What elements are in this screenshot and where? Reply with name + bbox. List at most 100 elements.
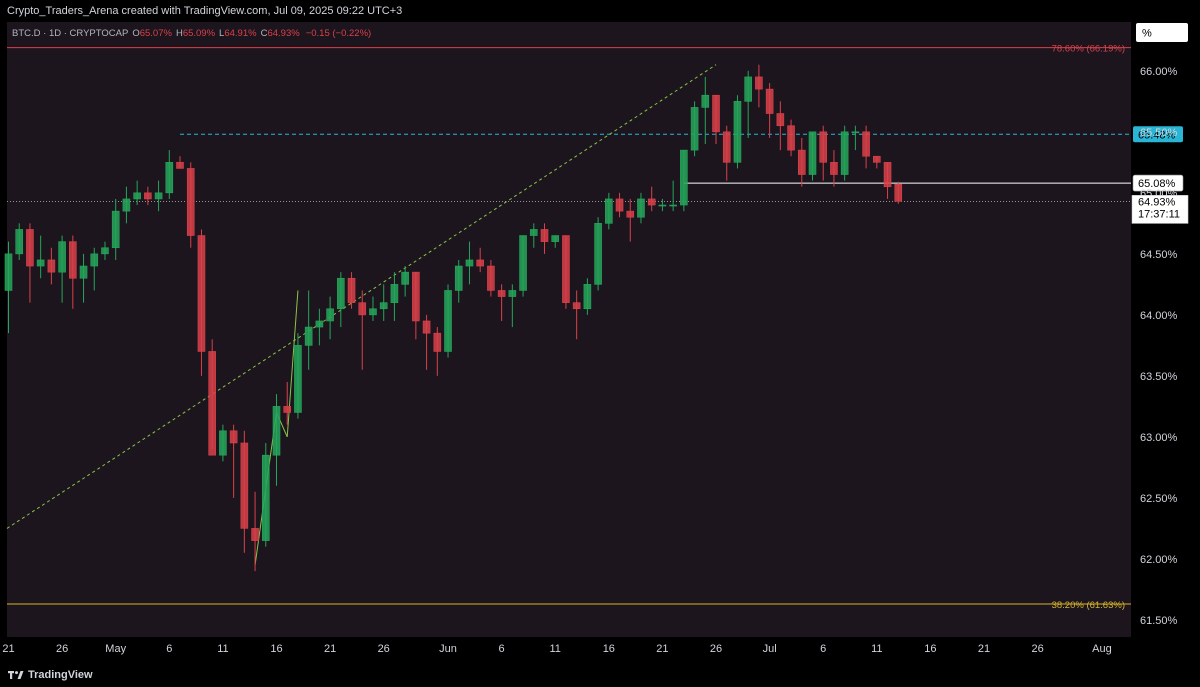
plot-area[interactable] [7,22,1131,637]
candle-body [808,131,817,175]
percent-scale-label: % [1142,28,1152,40]
legend-close-value: 64.93% [267,28,300,39]
support-label: 65.08% [1138,178,1176,190]
y-tick-label: 62.50% [1140,493,1178,505]
resistance-label-box [1133,126,1183,143]
candle-body [658,204,667,207]
candle [229,424,238,498]
legend-symbol: BTC.D · 1D · CRYPTOCAP [12,28,128,39]
candle-body [744,76,752,102]
price-chart[interactable]: 78.60% (66.19%) 38.20% (61.63%) 65.48% 65.0… [0,22,1200,663]
candle-body [497,290,506,297]
candle [701,76,710,145]
candle [658,198,667,212]
candle-body [572,302,581,310]
candle [240,430,249,553]
bar-countdown: 17:37:11 [1138,208,1180,220]
x-tick-label: 26 [1031,643,1043,655]
candle [358,290,367,370]
candle [497,284,506,321]
candle [883,162,892,199]
x-tick-label: May [105,643,126,655]
candle-body [562,235,570,303]
candle [90,247,99,291]
x-tick-label: 26 [710,643,722,655]
candle-body [776,113,785,127]
candle-body [465,259,474,267]
candle [605,192,613,230]
candles [4,64,903,572]
candle-body [508,290,517,297]
tradingview-logo[interactable]: TradingView [8,669,93,681]
candle [797,137,806,187]
candle [261,442,270,547]
time-axis[interactable]: 21 26 May 6 11 16 21 26 Jun 6 11 16 21 26 Jul 6 11 16 21 26… [2,643,1111,655]
candle [712,94,720,145]
y-tick-label: 64.00% [1140,310,1178,322]
x-tick-label: 16 [603,643,615,655]
candle-body [422,320,431,334]
percent-scale-button[interactable]: % [1136,23,1188,42]
candle [4,241,13,334]
x-tick-label: 6 [499,643,505,655]
x-tick-label: 11 [217,643,228,655]
candle-body [219,430,227,456]
candle-body [369,308,377,316]
x-tick-label: 26 [378,643,390,655]
candle-body [390,284,399,303]
candle-body [337,277,345,310]
candle-body [540,229,549,242]
x-tick-label: 16 [924,643,936,655]
candle [840,125,849,181]
legend-open-value: 65.07% [140,28,173,39]
candle [551,235,560,248]
candle-body [412,271,420,322]
last-price-marker: 64.93% 17:37:11 [1131,195,1189,224]
candle [58,235,66,303]
candle-body [433,332,442,352]
candle-body [840,131,849,175]
legend-open-label: O [132,28,139,39]
candle-body [15,229,24,255]
candle [304,290,313,370]
candle [69,235,77,309]
brand-name: TradingView [28,669,93,681]
x-tick-label: 6 [820,643,826,655]
candle [36,235,45,279]
candle [144,186,152,206]
candle [208,339,216,456]
candle [862,125,870,169]
y-tick-label: 62.00% [1140,554,1178,566]
candle-body [647,198,656,206]
candle [294,333,302,419]
candle-body [819,131,828,163]
y-tick-label: 61.50% [1140,615,1178,627]
candle [79,253,88,303]
candle-body [347,277,356,303]
candle [755,64,763,108]
y-tick-label: 63.00% [1140,432,1178,444]
candle [47,247,56,285]
candle [669,180,677,212]
candle-body [111,210,120,249]
candle-body [26,229,34,267]
candle [830,150,838,187]
candle [326,296,334,340]
candle [690,101,699,157]
candle [508,284,517,328]
candle-body [605,198,613,224]
candle [369,296,377,321]
support-label-box [1132,174,1184,192]
candle [422,314,431,370]
candle [851,125,860,151]
candle-body [551,235,560,242]
candle-body [133,192,141,200]
x-tick-label: 21 [324,643,336,655]
candle-body [144,192,152,200]
candle-body [315,320,324,328]
candle-body [401,271,409,285]
price-axis[interactable]: 66.00%65.50%65.00%64.50%64.00%63.50%63.0… [1140,66,1178,627]
candle-body [626,210,635,218]
x-tick-label: 21 [978,643,990,655]
candle [454,259,463,303]
